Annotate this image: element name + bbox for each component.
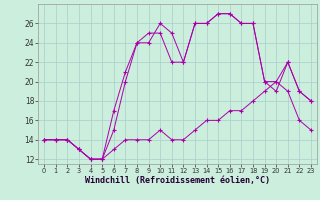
X-axis label: Windchill (Refroidissement éolien,°C): Windchill (Refroidissement éolien,°C) <box>85 176 270 185</box>
